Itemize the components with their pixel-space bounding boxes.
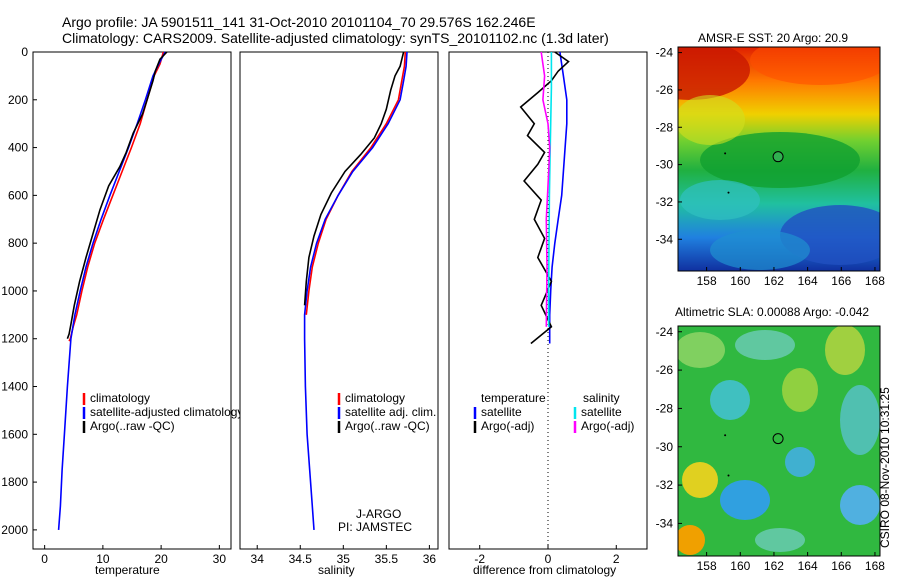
sst-ytick-label: -24 — [656, 46, 674, 60]
salinity-xlabel: salinity — [318, 563, 355, 577]
sla-xtick-label: 166 — [831, 559, 851, 573]
sal-legend-argo: Argo(..raw -QC) — [345, 419, 430, 433]
sla-xtick-label: 160 — [730, 559, 750, 573]
sla-map-frame — [677, 325, 881, 557]
sla-xtick-label: 158 — [697, 559, 717, 573]
sst-xtick-label: 162 — [764, 274, 784, 288]
sla-map-title: Altimetric SLA: 0.00088 Argo: -0.042 — [675, 305, 870, 319]
difference-xtick-label: 0 — [545, 552, 552, 566]
temp-legend-argo: Argo(..raw -QC) — [90, 419, 175, 433]
salinity-xtick-label: 36 — [423, 552, 437, 566]
sla-ytick-label: -34 — [656, 516, 674, 530]
header-line-1: Argo profile: JA 5901511_141 31-Oct-2010… — [62, 14, 536, 30]
difference-series-0 — [548, 51, 568, 344]
temp-legend-satellite: satellite-adjusted climatology — [90, 405, 240, 419]
temperature-series-1 — [57, 51, 166, 530]
sla-station-dot — [724, 434, 727, 437]
timestamp-stamp: CSIRO 08-Nov-2010 10:31:25 — [878, 387, 892, 548]
header-line-2: Climatology: CARS2009. Satellite-adjuste… — [62, 30, 609, 46]
sla-ytick-label: -24 — [656, 325, 674, 339]
sal-legend-climatology: climatology — [345, 391, 406, 405]
sst-ytick-label: -32 — [656, 195, 674, 209]
sla-argo-marker — [772, 433, 784, 445]
sal-legend-satellite: satellite adj. clim. — [345, 405, 437, 419]
salinity-xtick-label: 34 — [251, 552, 265, 566]
salinity-panel — [239, 51, 439, 550]
sst-xtick-label: 164 — [798, 274, 818, 288]
diff-legend-salinity-header: salinity — [583, 391, 620, 405]
temperature-ytick-label: 600 — [8, 188, 28, 202]
difference-xtick-label: 2 — [613, 552, 620, 566]
temperature-panel — [32, 51, 232, 550]
salinity-xtick-label: 35.5 — [375, 552, 399, 566]
temperature-ytick-label: 2000 — [1, 523, 28, 537]
temperature-ytick-label: 1600 — [1, 427, 28, 441]
temperature-ytick-label: 1200 — [1, 332, 28, 346]
salinity-series-2 — [303, 51, 405, 306]
temperature-ytick-label: 400 — [8, 141, 28, 155]
temperature-xtick-label: 10 — [96, 552, 110, 566]
diff-legend-t-argo: Argo(-adj) — [481, 419, 535, 433]
temperature-ytick-label: 1400 — [1, 380, 28, 394]
temperature-xlabel: temperature — [95, 563, 160, 577]
difference-series-2 — [547, 52, 553, 327]
sst-station-dot — [724, 152, 727, 155]
sst-map-frame — [677, 46, 881, 272]
sst-ytick-label: -26 — [656, 83, 674, 97]
temperature-xtick-label: 20 — [154, 552, 168, 566]
diff-legend-t-satellite: satellite — [481, 405, 522, 419]
sla-ytick-label: -28 — [656, 401, 674, 415]
sla-ytick-label: -26 — [656, 363, 674, 377]
sla-xtick-label: 168 — [865, 559, 885, 573]
sla-xtick-label: 164 — [798, 559, 818, 573]
difference-xlabel: difference from climatology — [473, 563, 617, 577]
diff-legend-s-argo: Argo(-adj) — [581, 419, 635, 433]
diff-legend-s-satellite: satellite — [581, 405, 622, 419]
sst-xtick-label: 158 — [697, 274, 717, 288]
sst-ytick-label: -34 — [656, 232, 674, 246]
sst-xtick-label: 166 — [831, 274, 851, 288]
sst-xtick-label: 168 — [865, 274, 885, 288]
sst-argo-marker — [772, 151, 784, 163]
salinity-annotation-program: J-ARGO — [356, 507, 402, 521]
temperature-ytick-label: 200 — [8, 93, 28, 107]
temperature-series-2 — [66, 51, 168, 339]
sla-ytick-label: -32 — [656, 478, 674, 492]
salinity-annotation-pi: PI: JAMSTEC — [338, 520, 413, 534]
temperature-xtick-label: 0 — [41, 552, 48, 566]
sla-heatmap — [678, 326, 880, 556]
sla-xtick-label: 162 — [764, 559, 784, 573]
temp-legend-climatology: climatology — [90, 391, 151, 405]
temperature-ytick-label: 1000 — [1, 284, 28, 298]
temperature-ytick-label: 1800 — [1, 475, 28, 489]
sst-station-dot — [727, 191, 730, 194]
sla-station-dot — [727, 474, 730, 477]
diff-legend-temperature-header: temperature — [481, 391, 546, 405]
difference-series-3 — [540, 51, 551, 327]
sst-ytick-label: -28 — [656, 120, 674, 134]
temperature-ytick-label: 0 — [21, 45, 28, 59]
difference-xtick-label: -2 — [474, 552, 485, 566]
salinity-series-1 — [303, 51, 408, 530]
sla-ytick-label: -30 — [656, 440, 674, 454]
salinity-xtick-label: 34.5 — [289, 552, 313, 566]
sst-xtick-label: 160 — [730, 274, 750, 288]
temperature-xtick-label: 30 — [213, 552, 227, 566]
sst-ytick-label: -30 — [656, 158, 674, 172]
sst-map-title: AMSR-E SST: 20 Argo: 20.9 — [698, 31, 849, 45]
salinity-xtick-label: 35 — [337, 552, 351, 566]
temperature-ytick-label: 800 — [8, 236, 28, 250]
